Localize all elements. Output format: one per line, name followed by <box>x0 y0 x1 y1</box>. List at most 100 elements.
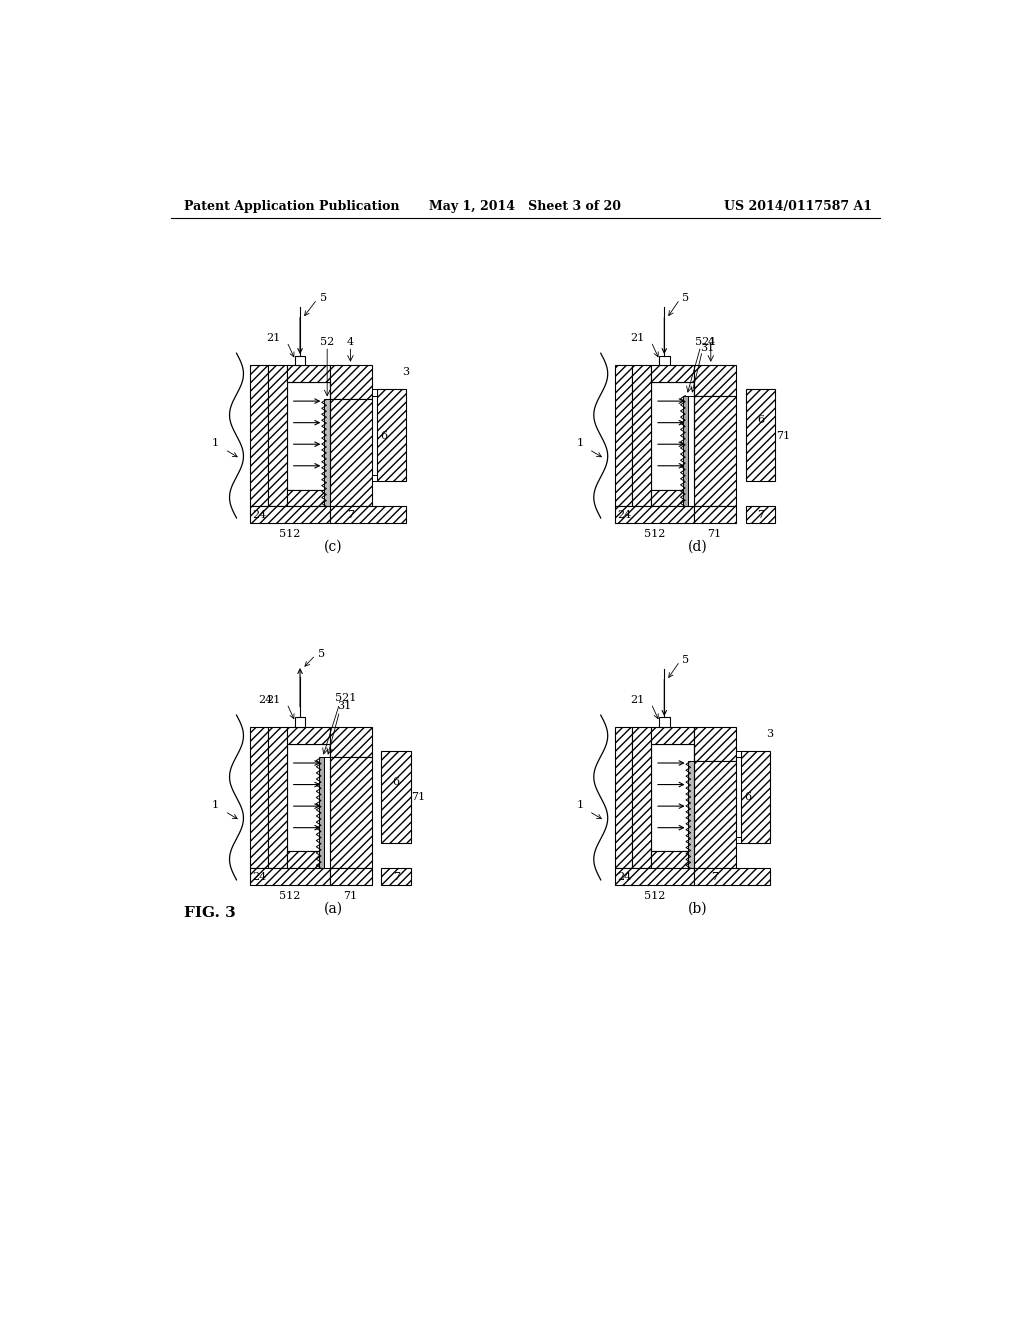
Text: 5: 5 <box>682 655 689 665</box>
Text: 512: 512 <box>643 529 665 539</box>
Bar <box>693 869 770 886</box>
Bar <box>324 400 330 507</box>
Text: 5: 5 <box>318 648 326 659</box>
Text: (a): (a) <box>324 902 343 915</box>
Text: 3: 3 <box>401 367 409 378</box>
Bar <box>745 507 775 524</box>
Bar <box>632 726 651 869</box>
Bar <box>651 490 693 507</box>
Text: 21: 21 <box>630 694 644 705</box>
Bar <box>614 869 693 886</box>
Text: 71: 71 <box>343 891 357 902</box>
Bar <box>741 751 770 843</box>
Bar <box>330 364 372 400</box>
Text: 1: 1 <box>212 438 219 449</box>
Bar <box>330 869 372 886</box>
Bar <box>372 475 377 480</box>
Text: (b): (b) <box>688 902 708 915</box>
Text: 24: 24 <box>253 510 267 520</box>
Bar <box>318 758 324 869</box>
Bar <box>287 381 330 490</box>
Text: 1: 1 <box>577 438 584 449</box>
Bar <box>688 396 693 507</box>
Text: 512: 512 <box>643 891 665 902</box>
Text: 31: 31 <box>699 343 714 352</box>
Bar <box>251 364 267 507</box>
Text: 21: 21 <box>266 694 280 705</box>
Text: 5: 5 <box>319 293 327 302</box>
Bar <box>632 364 651 507</box>
Text: 21: 21 <box>266 333 280 343</box>
Bar <box>377 389 407 480</box>
Text: 24: 24 <box>258 694 272 705</box>
Bar <box>688 762 693 869</box>
Text: FIG. 3: FIG. 3 <box>183 906 236 920</box>
Bar <box>693 396 736 507</box>
Bar <box>614 726 632 869</box>
Text: 4: 4 <box>347 337 354 347</box>
Bar <box>381 869 411 886</box>
Bar <box>372 389 377 396</box>
Bar <box>330 400 372 507</box>
Bar <box>267 726 287 869</box>
Bar <box>287 364 330 381</box>
Text: 5: 5 <box>682 293 689 302</box>
Bar <box>745 389 775 480</box>
Text: 24: 24 <box>616 871 631 882</box>
Text: 4: 4 <box>708 337 715 347</box>
Bar <box>651 726 693 743</box>
Bar <box>295 718 305 726</box>
Bar <box>651 851 693 869</box>
Text: May 1, 2014   Sheet 3 of 20: May 1, 2014 Sheet 3 of 20 <box>429 199 621 213</box>
Bar <box>287 490 330 507</box>
Text: 7: 7 <box>712 871 718 882</box>
Text: 24: 24 <box>253 871 267 882</box>
Bar <box>330 507 407 524</box>
Bar <box>693 507 736 524</box>
Text: 71: 71 <box>708 529 722 539</box>
Text: 521: 521 <box>695 337 717 347</box>
Text: 3: 3 <box>766 730 773 739</box>
Bar <box>251 507 330 524</box>
Bar <box>330 726 372 758</box>
Text: 6: 6 <box>392 777 399 787</box>
Bar <box>251 869 330 886</box>
Bar <box>287 726 330 743</box>
Text: 7: 7 <box>392 871 399 882</box>
Text: US 2014/0117587 A1: US 2014/0117587 A1 <box>724 199 872 213</box>
Text: 512: 512 <box>280 529 301 539</box>
Bar <box>267 364 287 507</box>
Bar <box>614 364 632 507</box>
Bar <box>287 743 330 851</box>
Bar <box>295 355 305 364</box>
Text: 7: 7 <box>347 510 354 520</box>
Text: 52: 52 <box>321 337 334 347</box>
Text: 6: 6 <box>380 430 387 441</box>
Text: 6: 6 <box>744 792 752 803</box>
Text: 1: 1 <box>577 800 584 810</box>
Bar <box>251 726 267 869</box>
Bar <box>651 743 693 851</box>
Bar <box>324 758 330 869</box>
Text: Patent Application Publication: Patent Application Publication <box>183 199 399 213</box>
Bar <box>736 837 741 843</box>
Bar <box>658 718 670 726</box>
Text: 6: 6 <box>757 416 764 425</box>
Text: 521: 521 <box>335 693 356 704</box>
Bar <box>651 381 693 490</box>
Bar <box>330 758 372 869</box>
Text: 71: 71 <box>412 792 426 803</box>
Bar <box>693 762 736 869</box>
Bar <box>658 355 670 364</box>
Text: 1: 1 <box>212 800 219 810</box>
Bar <box>693 364 736 396</box>
Bar <box>381 751 411 843</box>
Bar <box>651 364 693 381</box>
Text: 24: 24 <box>616 510 631 520</box>
Text: 7: 7 <box>757 510 764 520</box>
Text: 21: 21 <box>630 333 644 343</box>
Text: (c): (c) <box>324 540 343 553</box>
Bar <box>693 726 736 762</box>
Bar <box>287 851 330 869</box>
Bar <box>736 751 741 758</box>
